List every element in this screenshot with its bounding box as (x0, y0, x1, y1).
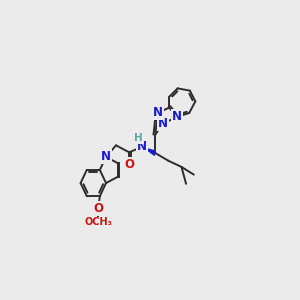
Text: N: N (153, 106, 163, 119)
Text: N: N (137, 140, 147, 153)
Text: N: N (172, 110, 182, 123)
Polygon shape (145, 148, 154, 155)
Text: OCH₃: OCH₃ (84, 217, 112, 227)
Text: O: O (93, 202, 103, 215)
Text: N: N (158, 117, 168, 130)
Text: H: H (134, 134, 143, 143)
Text: N: N (101, 150, 111, 164)
Text: O: O (124, 158, 134, 171)
